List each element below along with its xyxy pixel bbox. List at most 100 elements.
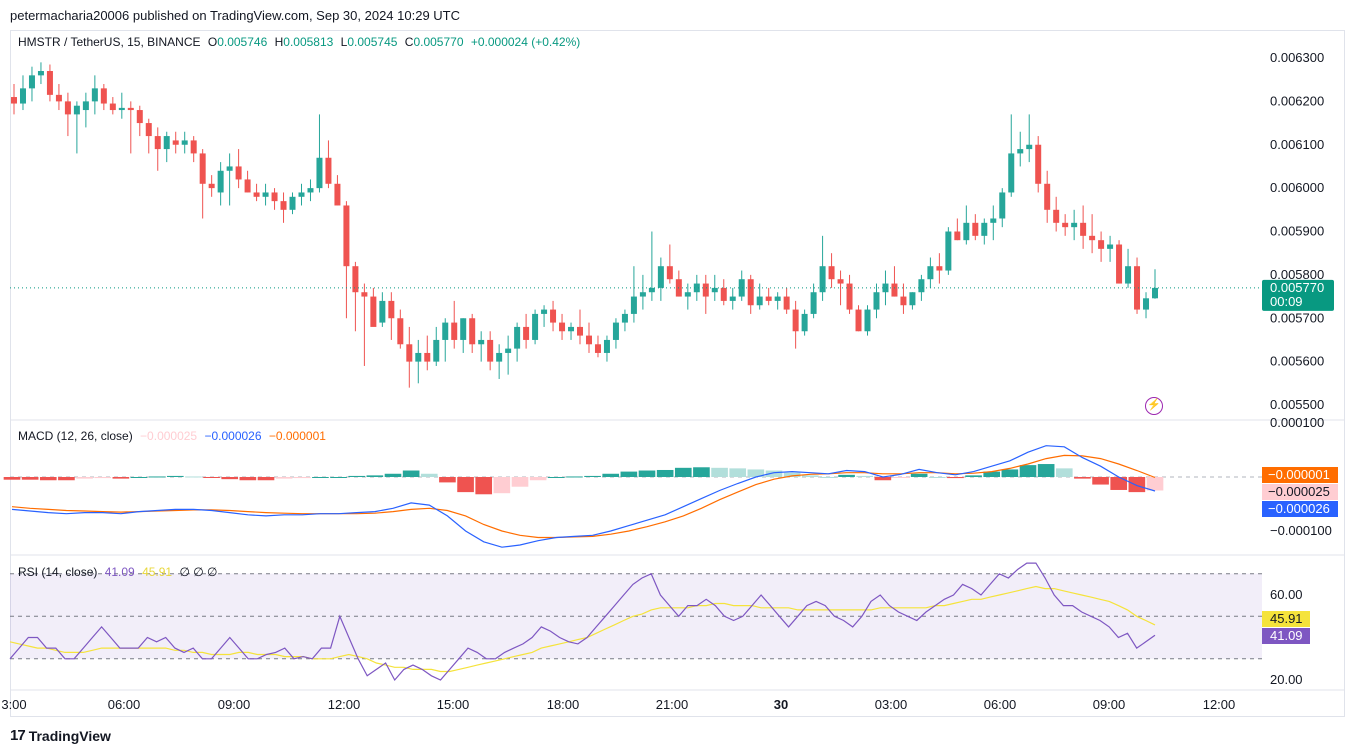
candle-body bbox=[1044, 183, 1051, 210]
candle-body bbox=[774, 296, 781, 301]
candle-body bbox=[433, 339, 440, 362]
rsi-legend: RSI (14, close) 41.09 45.91 ∅ ∅ ∅ bbox=[18, 565, 221, 579]
candle-body bbox=[424, 352, 431, 362]
rsi-title[interactable]: RSI (14, close) bbox=[18, 565, 98, 579]
candle-body bbox=[568, 326, 575, 332]
candle-body bbox=[1125, 266, 1132, 284]
time-axis-tick: 15:00 bbox=[437, 697, 470, 712]
candle-body bbox=[819, 266, 826, 293]
macd-histogram-bar bbox=[94, 477, 112, 479]
candle-body bbox=[118, 107, 125, 111]
rsi-ma-value: 45.91 bbox=[142, 565, 173, 579]
candle-body bbox=[37, 71, 44, 76]
last-price-badge bbox=[1262, 279, 1334, 311]
macd-line bbox=[11, 445, 1156, 548]
candle-body bbox=[64, 101, 71, 115]
rsi-ma-line bbox=[9, 585, 1156, 673]
candle-body bbox=[514, 326, 521, 349]
macd-histogram-bar bbox=[820, 477, 837, 478]
candle-body bbox=[918, 279, 925, 293]
candle-body bbox=[873, 292, 880, 310]
candle-body bbox=[28, 75, 35, 89]
candle-body bbox=[469, 318, 476, 345]
candle-body bbox=[487, 339, 494, 362]
macd-histogram-bar bbox=[983, 471, 1001, 477]
macd-histogram-bar bbox=[21, 477, 39, 480]
candle-body bbox=[388, 300, 395, 319]
rsi-ma-badge bbox=[1262, 611, 1310, 627]
candle-body bbox=[11, 97, 17, 104]
candle-body bbox=[603, 339, 610, 353]
candle-body bbox=[406, 344, 413, 362]
candle-body bbox=[532, 313, 539, 340]
candle-body bbox=[585, 335, 592, 345]
macd-histogram-bar bbox=[765, 470, 783, 477]
macd-histogram-bar bbox=[275, 477, 293, 479]
macd-line-badge bbox=[1262, 501, 1338, 517]
macd-histogram-bar bbox=[3, 477, 21, 480]
change-value: +0.000024 (+0.42%) bbox=[470, 35, 581, 49]
macd-histogram-bar bbox=[1037, 464, 1055, 477]
candle-body bbox=[262, 192, 269, 197]
price-axis-tick: 0.006000 bbox=[1270, 180, 1324, 195]
candle-body bbox=[442, 322, 449, 340]
candle-body bbox=[244, 179, 251, 193]
macd-histogram-bar bbox=[1074, 477, 1091, 479]
candle-body bbox=[343, 205, 350, 267]
macd-hist-badge-text: −0.000025 bbox=[1268, 484, 1330, 499]
time-axis-tick: 21:00 bbox=[656, 697, 689, 712]
low-value: 0.005745 bbox=[347, 35, 398, 49]
macd-histogram-bar bbox=[76, 477, 93, 479]
candle-body bbox=[397, 318, 404, 345]
price-axis-tick: 0.005500 bbox=[1270, 397, 1324, 412]
macd-hist-value: −0.000025 bbox=[140, 429, 198, 443]
candle-body bbox=[181, 140, 188, 145]
macd-title[interactable]: MACD (12, 26, close) bbox=[18, 429, 133, 443]
candle-body bbox=[82, 101, 89, 111]
candle-body bbox=[415, 352, 422, 362]
macd-histogram-bar bbox=[457, 477, 474, 493]
candle-body bbox=[1080, 222, 1087, 236]
price-axis-tick: 0.006100 bbox=[1270, 137, 1324, 152]
candle-body bbox=[666, 266, 673, 280]
macd-histogram-bar bbox=[729, 468, 747, 477]
candle-body bbox=[1134, 266, 1141, 310]
candle-body bbox=[864, 309, 871, 332]
macd-histogram-bar bbox=[693, 467, 710, 477]
candle-body bbox=[163, 136, 170, 150]
candle-body bbox=[882, 283, 889, 293]
macd-histogram-bar bbox=[58, 477, 75, 481]
candle-body bbox=[810, 292, 817, 314]
candle-body bbox=[612, 322, 619, 340]
candle-body bbox=[325, 157, 332, 184]
candle-body bbox=[972, 222, 979, 236]
symbol-label[interactable]: HMSTR / TetherUS, 15, BINANCE bbox=[18, 35, 201, 49]
candle-body bbox=[127, 107, 134, 111]
candle-body bbox=[298, 192, 305, 197]
candle-body bbox=[460, 318, 467, 340]
candle-body bbox=[909, 292, 916, 306]
candle-body bbox=[523, 326, 530, 340]
macd-histogram-bar bbox=[330, 477, 347, 478]
macd-line-value: −0.000026 bbox=[204, 429, 262, 443]
price-axis-tick: 0.006200 bbox=[1270, 93, 1324, 108]
candle-body bbox=[990, 218, 997, 223]
candle-body bbox=[981, 222, 988, 236]
flash-icon[interactable]: ⚡ bbox=[1145, 397, 1163, 415]
candle-body bbox=[505, 348, 512, 353]
macd-histogram-bar bbox=[475, 477, 493, 495]
macd-histogram-bar bbox=[293, 477, 311, 479]
macd-histogram-bar bbox=[1055, 468, 1073, 477]
macd-histogram-bar bbox=[312, 477, 329, 478]
macd-histogram-bar bbox=[892, 477, 910, 478]
open-label: O bbox=[207, 35, 218, 49]
macd-histogram-bar bbox=[910, 473, 928, 477]
time-axis-tick: 3:00 bbox=[1, 697, 26, 712]
candle-body bbox=[927, 266, 934, 280]
candle-body bbox=[1008, 153, 1015, 193]
macd-hist-badge bbox=[1262, 484, 1338, 500]
candle-body bbox=[891, 283, 898, 297]
price-axis-tick: 0.005900 bbox=[1270, 224, 1324, 239]
macd-histogram-bar bbox=[166, 475, 184, 477]
